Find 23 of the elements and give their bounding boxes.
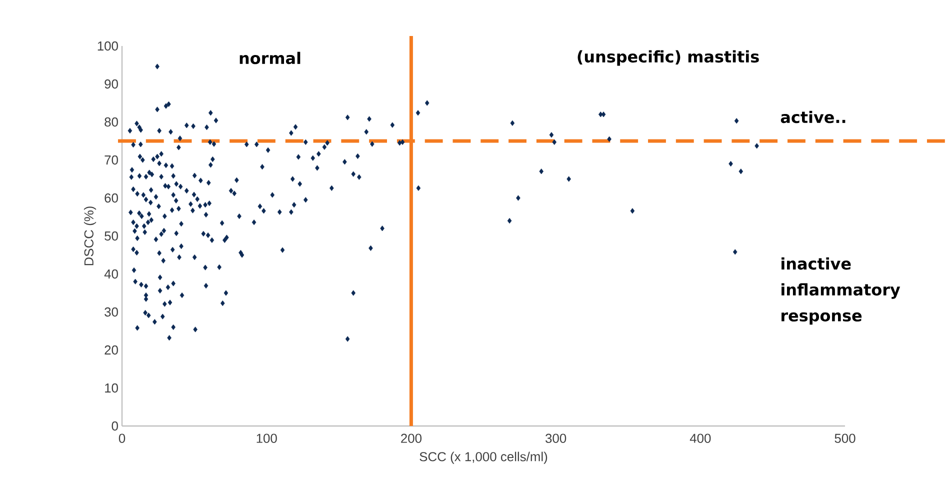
y-axis-title: DSCC (%) [84, 206, 96, 266]
y-tick-label: 100 [98, 41, 118, 51]
annotation: active.. [780, 110, 846, 124]
y-tick-label: 30 [104, 307, 118, 317]
y-tick-label: 90 [104, 79, 118, 89]
y-tick-label: 50 [104, 231, 118, 241]
annotation: inactive inflammatory response [782, 257, 900, 325]
y-tick-label: 20 [104, 345, 118, 355]
y-tick-label: 60 [104, 193, 118, 203]
y-tick-label: 10 [105, 383, 118, 393]
y-tick-label: 80 [104, 117, 118, 127]
y-tick-label: 40 [104, 269, 118, 279]
x-tick-label: 400 [690, 434, 711, 443]
x-tick-label: 300 [546, 434, 566, 443]
annotation: (unspecific) mastitis [578, 50, 759, 66]
x-tick-label: 0 [118, 434, 126, 443]
y-tick-label: 70 [104, 155, 118, 165]
annotation: normal [240, 52, 300, 64]
x-tick-label: 100 [256, 434, 277, 443]
x-tick-label: 200 [401, 434, 422, 443]
x-axis-title: SCC (x 1,000 cells/ml) [420, 452, 548, 464]
x-tick-label: 500 [834, 434, 856, 443]
y-tick-label: 0 [112, 421, 118, 431]
